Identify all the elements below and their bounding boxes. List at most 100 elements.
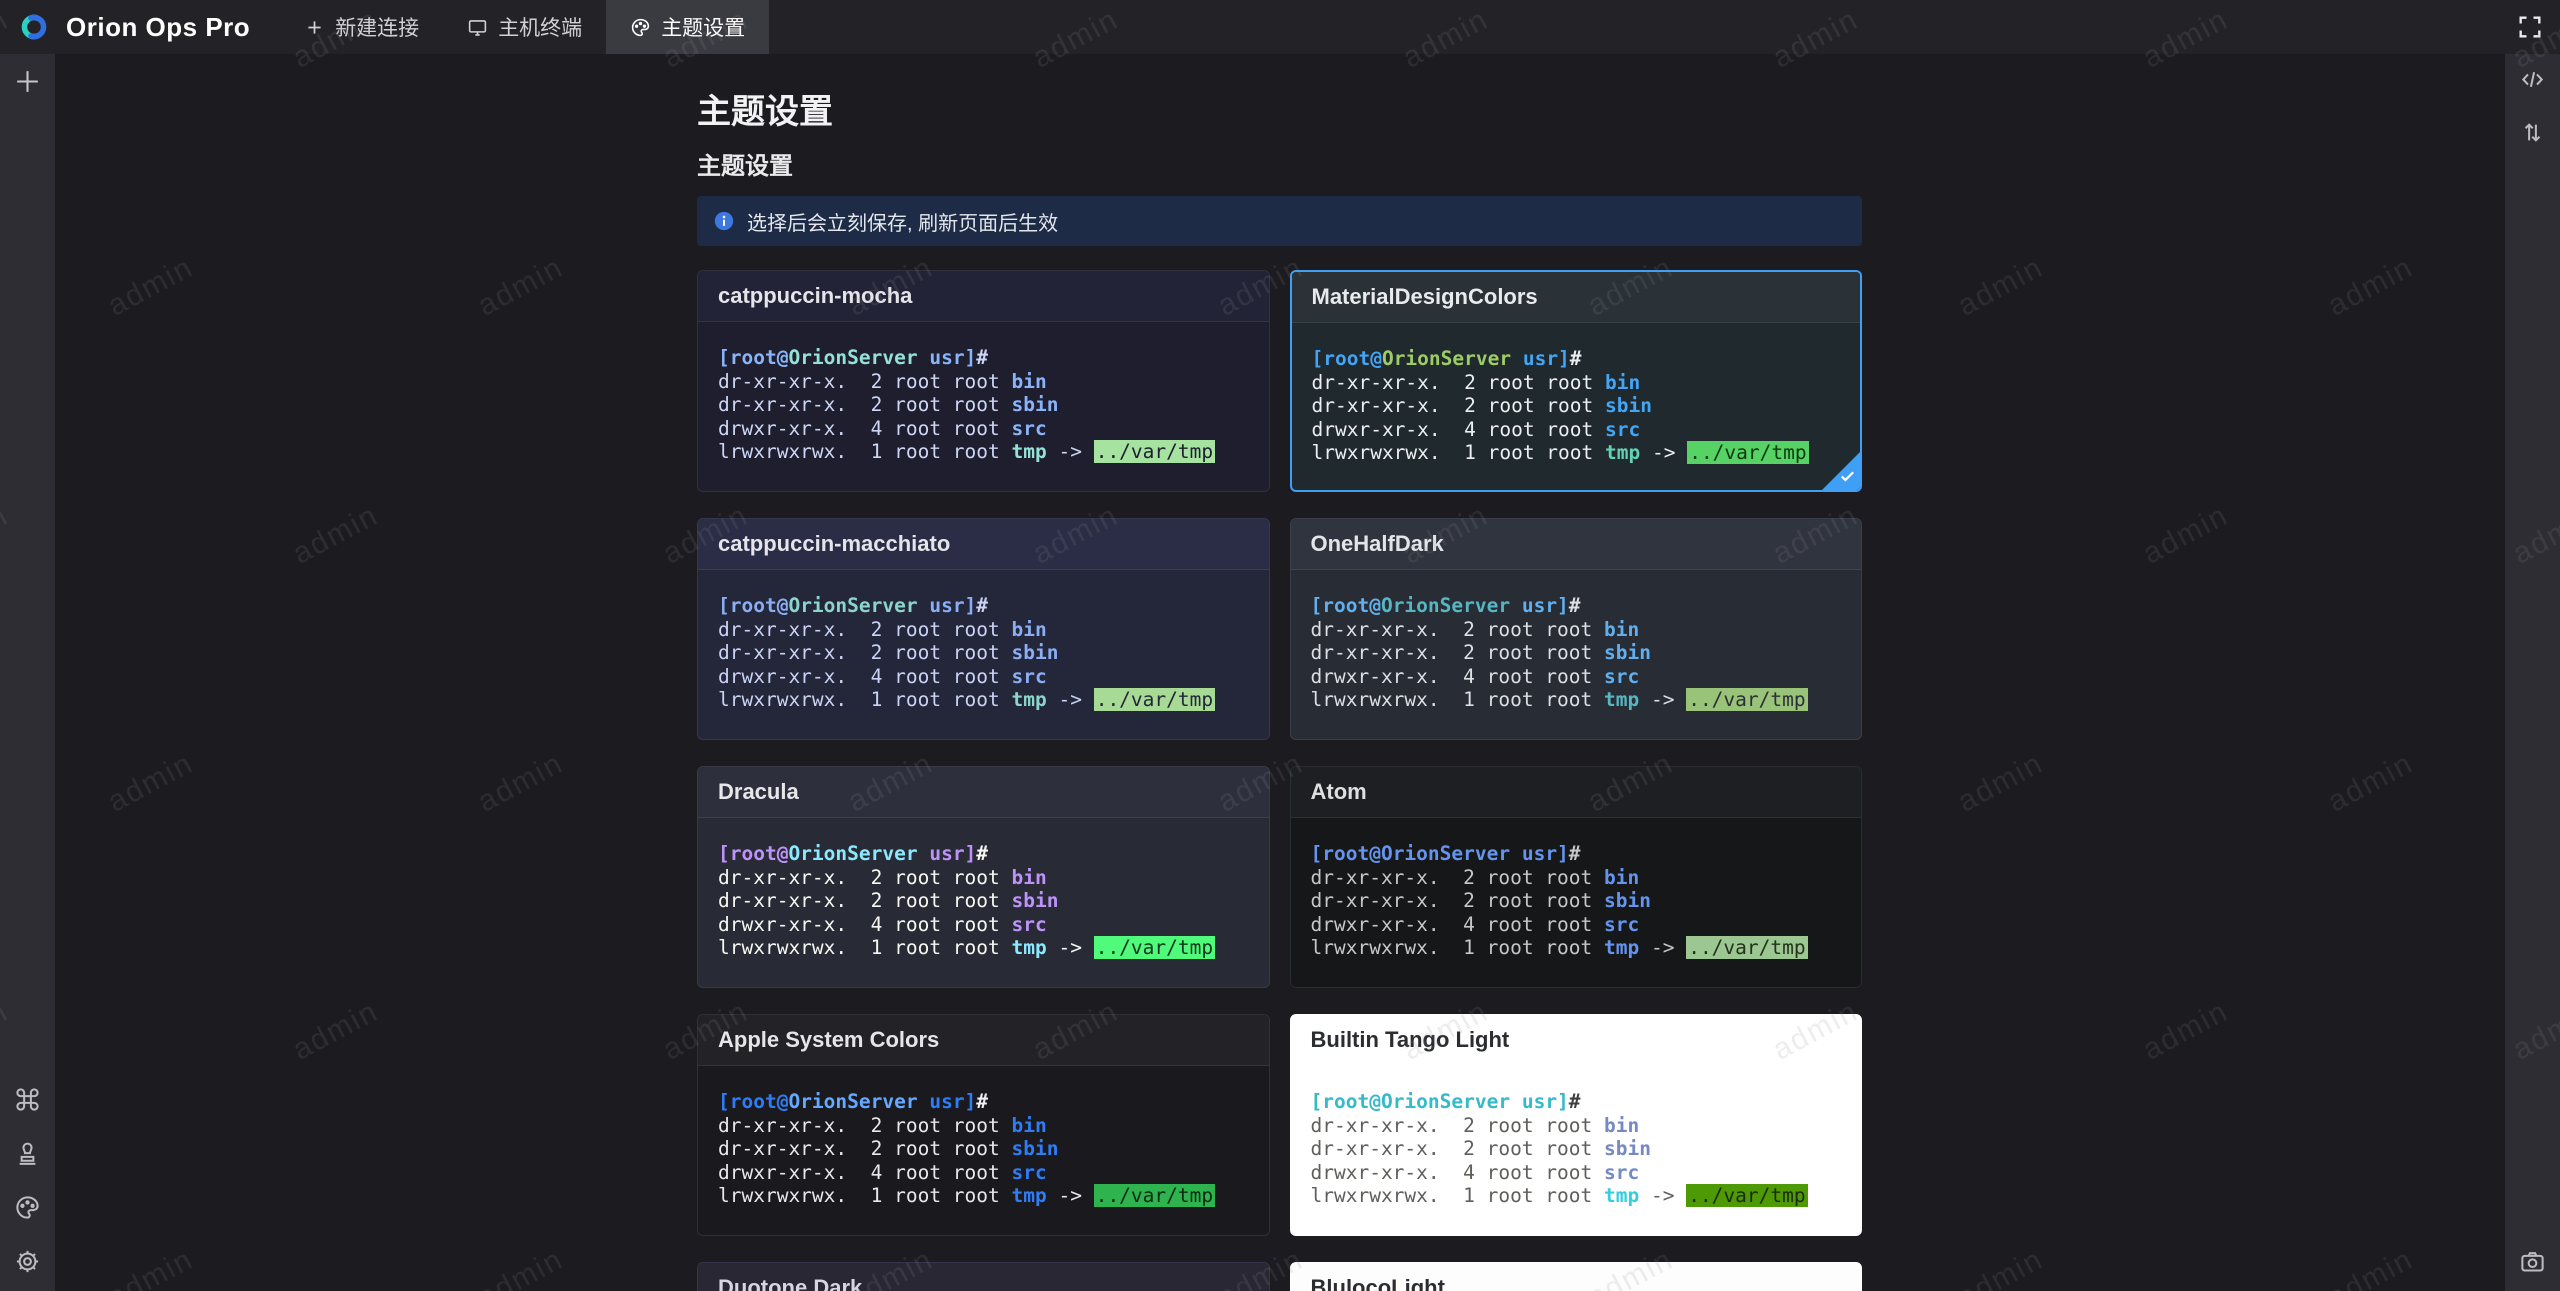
theme-terminal-preview: [root@OrionServer usr]# dr-xr-xr-x. 2 roo…: [698, 1066, 1269, 1235]
theme-card[interactable]: BlulocoLight [root@OrionServer usr]#dr-x…: [1289, 1262, 1862, 1291]
theme-terminal-preview: [root@OrionServer usr]# dr-xr-xr-x. 2 roo…: [1291, 1066, 1862, 1235]
terminal-listing-line: lrwxrwxrwx. 1 root root tmp -> ../var/tm…: [1311, 1184, 1842, 1208]
terminal-text-segment: bin: [1011, 369, 1047, 393]
terminal-text-segment: lrwxrwxrwx. 1 root root: [718, 936, 1012, 959]
terminal-text-segment: src: [1011, 1160, 1047, 1184]
terminal-text-segment: ->: [1639, 936, 1687, 959]
terminal-preview-text: [root@OrionServer usr]# dr-xr-xr-x. 2 roo…: [718, 1090, 1249, 1208]
tab-theme-settings[interactable]: 主题设置: [606, 0, 770, 54]
page-title: 主题设置: [697, 93, 833, 131]
terminal-preview-text: [root@OrionServer usr]# dr-xr-xr-x. 2 roo…: [718, 842, 1249, 960]
terminal-text-segment: #: [1568, 1090, 1581, 1113]
theme-card[interactable]: OneHalfDark [root@OrionServer usr]# dr-xr…: [1289, 518, 1862, 740]
command-icon[interactable]: [14, 1086, 41, 1113]
theme-card[interactable]: Builtin Tango Light [root@OrionServer us…: [1289, 1014, 1862, 1236]
terminal-listing-line: lrwxrwxrwx. 1 root root tmp -> ../var/tm…: [1312, 441, 1841, 465]
terminal-listing-line: drwxr-xr-x. 4 root root src: [718, 913, 1249, 937]
terminal-listing-line: dr-xr-xr-x. 2 root root bin: [1312, 371, 1841, 395]
terminal-listing-line: lrwxrwxrwx. 1 root root tmp -> ../var/tm…: [718, 440, 1249, 464]
terminal-listing-line: dr-xr-xr-x. 2 root root sbin: [1312, 394, 1841, 418]
add-session-icon[interactable]: [12, 66, 43, 97]
theme-card-title: Builtin Tango Light: [1290, 1015, 1861, 1066]
settings-gear-icon[interactable]: [14, 1248, 41, 1275]
terminal-text-segment: OrionServer: [788, 842, 918, 865]
theme-card[interactable]: MaterialDesignColors [root@OrionServer u…: [1289, 270, 1862, 492]
terminal-listing-line: lrwxrwxrwx. 1 root root tmp -> ../var/tm…: [1311, 936, 1842, 960]
terminal-text-segment: [root@: [718, 594, 789, 617]
tab-label: 主题设置: [661, 17, 746, 40]
theme-card[interactable]: Dracula [root@OrionServer usr]# dr-xr-xr-…: [697, 766, 1270, 988]
section-title: 主题设置: [697, 153, 793, 180]
terminal-text-segment: #: [976, 346, 989, 369]
terminal-text-segment: #: [1568, 594, 1581, 617]
terminal-preview-text: [root@OrionServer usr]# dr-xr-xr-x. 2 roo…: [1311, 594, 1842, 712]
terminal-text-segment: src: [1604, 1160, 1640, 1184]
terminal-prompt-line: [root@OrionServer usr]#: [1312, 347, 1841, 371]
terminal-text-segment: lrwxrwxrwx. 1 root root: [1310, 688, 1604, 711]
theme-settings-page: 主题设置 主题设置 选择后会立刻保存, 刷新页面后生效 catppuccin-m…: [697, 94, 1862, 1291]
info-icon: [714, 211, 734, 231]
app-logo-icon: [21, 14, 47, 40]
theme-terminal-preview: [root@OrionServer usr]# dr-xr-xr-x. 2 roo…: [1291, 570, 1862, 739]
terminal-text-segment: OrionServer: [1380, 1090, 1511, 1113]
theme-terminal-preview: [root@OrionServer usr]# dr-xr-xr-x. 2 roo…: [1291, 818, 1862, 987]
terminal-listing-line: dr-xr-xr-x. 2 root root bin: [718, 866, 1249, 890]
terminal-listing-line: drwxr-xr-x. 4 root root src: [1312, 418, 1841, 442]
fullscreen-icon[interactable]: [2516, 13, 2544, 41]
terminal-text-segment: bin: [1604, 865, 1640, 889]
terminal-text-segment: bin: [1011, 617, 1047, 641]
sort-arrows-icon[interactable]: [2519, 119, 2546, 146]
theme-card-title: Dracula: [698, 767, 1269, 818]
theme-card[interactable]: catppuccin-mocha [root@OrionServer usr]#…: [697, 270, 1270, 492]
terminal-listing-line: dr-xr-xr-x. 2 root root bin: [1311, 1114, 1842, 1138]
notice-text: 选择后会立刻保存, 刷新页面后生效: [747, 212, 1059, 235]
tab-new-connection[interactable]: 新建连接: [280, 0, 443, 54]
terminal-text-segment: ->: [1639, 1184, 1687, 1207]
terminal-text-segment: sbin: [1605, 394, 1652, 417]
terminal-preview-text: [root@OrionServer usr]# dr-xr-xr-x. 2 roo…: [1311, 1090, 1842, 1208]
terminal-text-segment: src: [1011, 416, 1047, 440]
terminal-text-segment: bin: [1605, 370, 1641, 394]
theme-terminal-preview: [root@OrionServer usr]# dr-xr-xr-x. 2 roo…: [698, 818, 1269, 987]
terminal-text-segment: [root@: [1310, 1090, 1381, 1113]
terminal-text-segment: usr]: [1510, 842, 1569, 865]
terminal-listing-line: dr-xr-xr-x. 2 root root bin: [718, 1114, 1249, 1138]
terminal-prompt-line: [root@OrionServer usr]#: [1311, 594, 1842, 618]
terminal-listing-line: drwxr-xr-x. 4 root root src: [718, 1161, 1249, 1185]
theme-palette-icon[interactable]: [14, 1194, 41, 1221]
theme-card[interactable]: Apple System Colors [root@OrionServer us…: [697, 1014, 1270, 1236]
terminal-text-segment: sbin: [1604, 641, 1651, 664]
terminal-text-segment: ->: [1046, 1184, 1094, 1207]
code-icon[interactable]: [2519, 66, 2546, 93]
terminal-text-segment: [root@: [718, 842, 789, 865]
terminal-text-segment: lrwxrwxrwx. 1 root root: [718, 688, 1012, 711]
theme-card[interactable]: Atom [root@OrionServer usr]# dr-xr-xr-x. …: [1289, 766, 1862, 988]
theme-card-title: catppuccin-mocha: [698, 271, 1269, 322]
terminal-text-segment: dr-xr-xr-x. 2 root root: [718, 617, 1012, 641]
terminal-text-segment: ->: [1640, 441, 1688, 464]
camera-icon[interactable]: [2519, 1248, 2546, 1275]
palette-icon: [632, 18, 650, 36]
theme-card[interactable]: catppuccin-macchiato [root@OrionServer u…: [697, 518, 1270, 740]
terminal-text-segment: ->: [1046, 688, 1094, 711]
terminal-text-segment: src: [1604, 912, 1640, 936]
terminal-listing-line: dr-xr-xr-x. 2 root root sbin: [718, 889, 1249, 913]
stamp-icon[interactable]: [14, 1140, 41, 1167]
terminal-text-segment: dr-xr-xr-x. 2 root root: [1310, 1137, 1604, 1160]
tab-host-terminal[interactable]: 主机终端: [443, 0, 606, 54]
terminal-text-segment: dr-xr-xr-x. 2 root root: [718, 1113, 1012, 1137]
terminal-prompt-line: [root@OrionServer usr]#: [1311, 1090, 1842, 1114]
right-sidebar: [2505, 54, 2560, 1291]
terminal-text-segment: drwxr-xr-x. 4 root root: [718, 1160, 1012, 1184]
terminal-text-segment: sbin: [1011, 393, 1059, 416]
terminal-text-segment: [root@: [1311, 347, 1382, 370]
terminal-listing-line: drwxr-xr-x. 4 root root src: [718, 417, 1249, 441]
terminal-text-segment: #: [976, 842, 989, 865]
theme-card[interactable]: Duotone Dark [root@OrionServer usr]#dr-x…: [697, 1262, 1270, 1291]
terminal-prompt-line: [root@OrionServer usr]#: [718, 842, 1249, 866]
terminal-text-segment: drwxr-xr-x. 4 root root: [1311, 417, 1605, 441]
terminal-text-segment: lrwxrwxrwx. 1 root root: [1310, 1184, 1604, 1207]
terminal-text-segment: #: [1569, 347, 1582, 370]
terminal-text-segment: dr-xr-xr-x. 2 root root: [718, 393, 1012, 416]
terminal-preview-text: [root@OrionServer usr]# dr-xr-xr-x. 2 roo…: [718, 346, 1249, 464]
